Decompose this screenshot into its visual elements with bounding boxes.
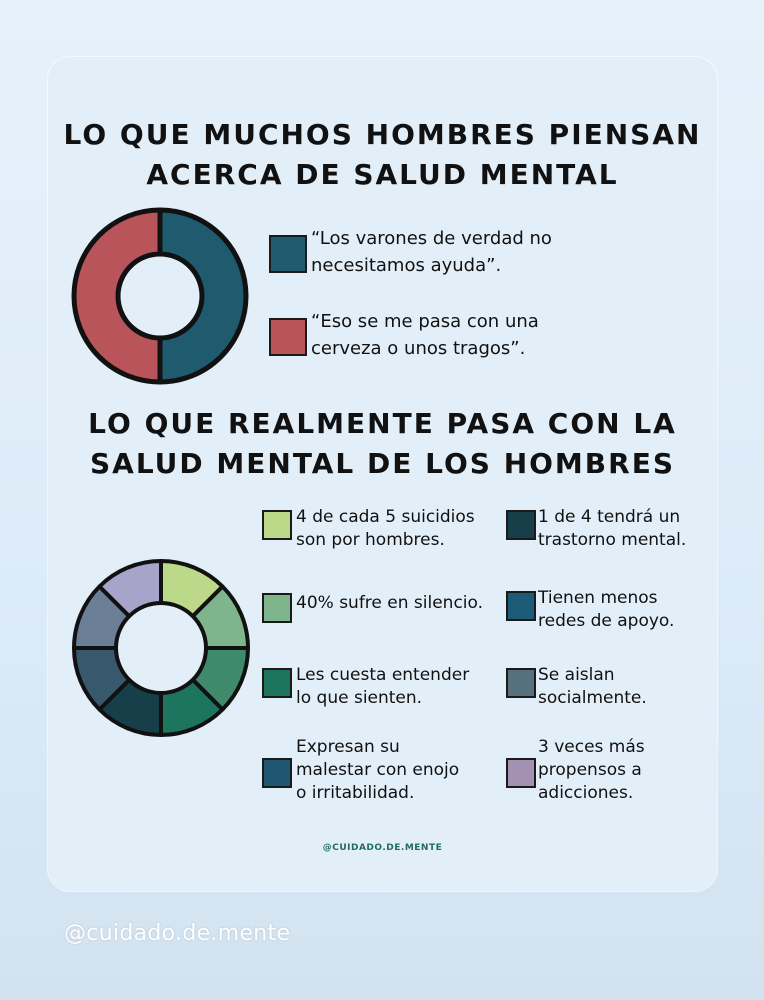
- beliefs-donut-chart: [71, 207, 249, 385]
- legend-swatch: [262, 668, 292, 698]
- legend-swatch: [262, 758, 292, 788]
- legend-item-cerveza: “Eso se me pasa con una cerveza o unos t…: [269, 308, 539, 362]
- legend-item-silencio: 40% sufre en silencio.: [262, 592, 483, 623]
- legend-swatch: [269, 318, 307, 356]
- legend-item-varones: “Los varones de verdad no necesitamos ay…: [269, 225, 552, 279]
- legend-swatch: [506, 591, 536, 621]
- legend-swatch: [506, 758, 536, 788]
- infographic-card: LO QUE MUCHOS HOMBRES PIENSAN ACERCA DE …: [48, 57, 717, 891]
- legend-item-aislan: Se aislan socialmente.: [506, 664, 647, 710]
- legend-swatch: [269, 235, 307, 273]
- legend-swatch: [506, 668, 536, 698]
- legend-item-trastorno: 1 de 4 tendrá un trastorno mental.: [506, 506, 686, 552]
- donut-segment-right: [157, 207, 249, 385]
- legend-swatch: [262, 593, 292, 623]
- section2-title: LO QUE REALMENTE PASA CON LA SALUD MENTA…: [88, 407, 677, 480]
- legend-item-entender: Les cuesta entender lo que sienten.: [262, 664, 469, 710]
- legend-item-suicidios: 4 de cada 5 suicidios son por hombres.: [262, 506, 475, 552]
- donut-segment-left: [71, 207, 163, 385]
- legend-item-enojo: Expresan su malestar con enojo o irritab…: [262, 736, 459, 805]
- legend-item-redes: Tienen menos redes de apoyo.: [506, 587, 674, 633]
- legend-swatch: [262, 510, 292, 540]
- author-handle: @CUIDADO.DE.MENTE: [322, 843, 443, 853]
- legend-swatch: [506, 510, 536, 540]
- watermark-handle: @cuidado.de.mente: [64, 921, 291, 946]
- donut-segment: [97, 559, 163, 619]
- reality-donut-chart: [72, 559, 250, 737]
- legend-item-adicciones: 3 veces más propensos a adicciones.: [506, 736, 645, 805]
- section1-title: LO QUE MUCHOS HOMBRES PIENSAN ACERCA DE …: [63, 118, 702, 191]
